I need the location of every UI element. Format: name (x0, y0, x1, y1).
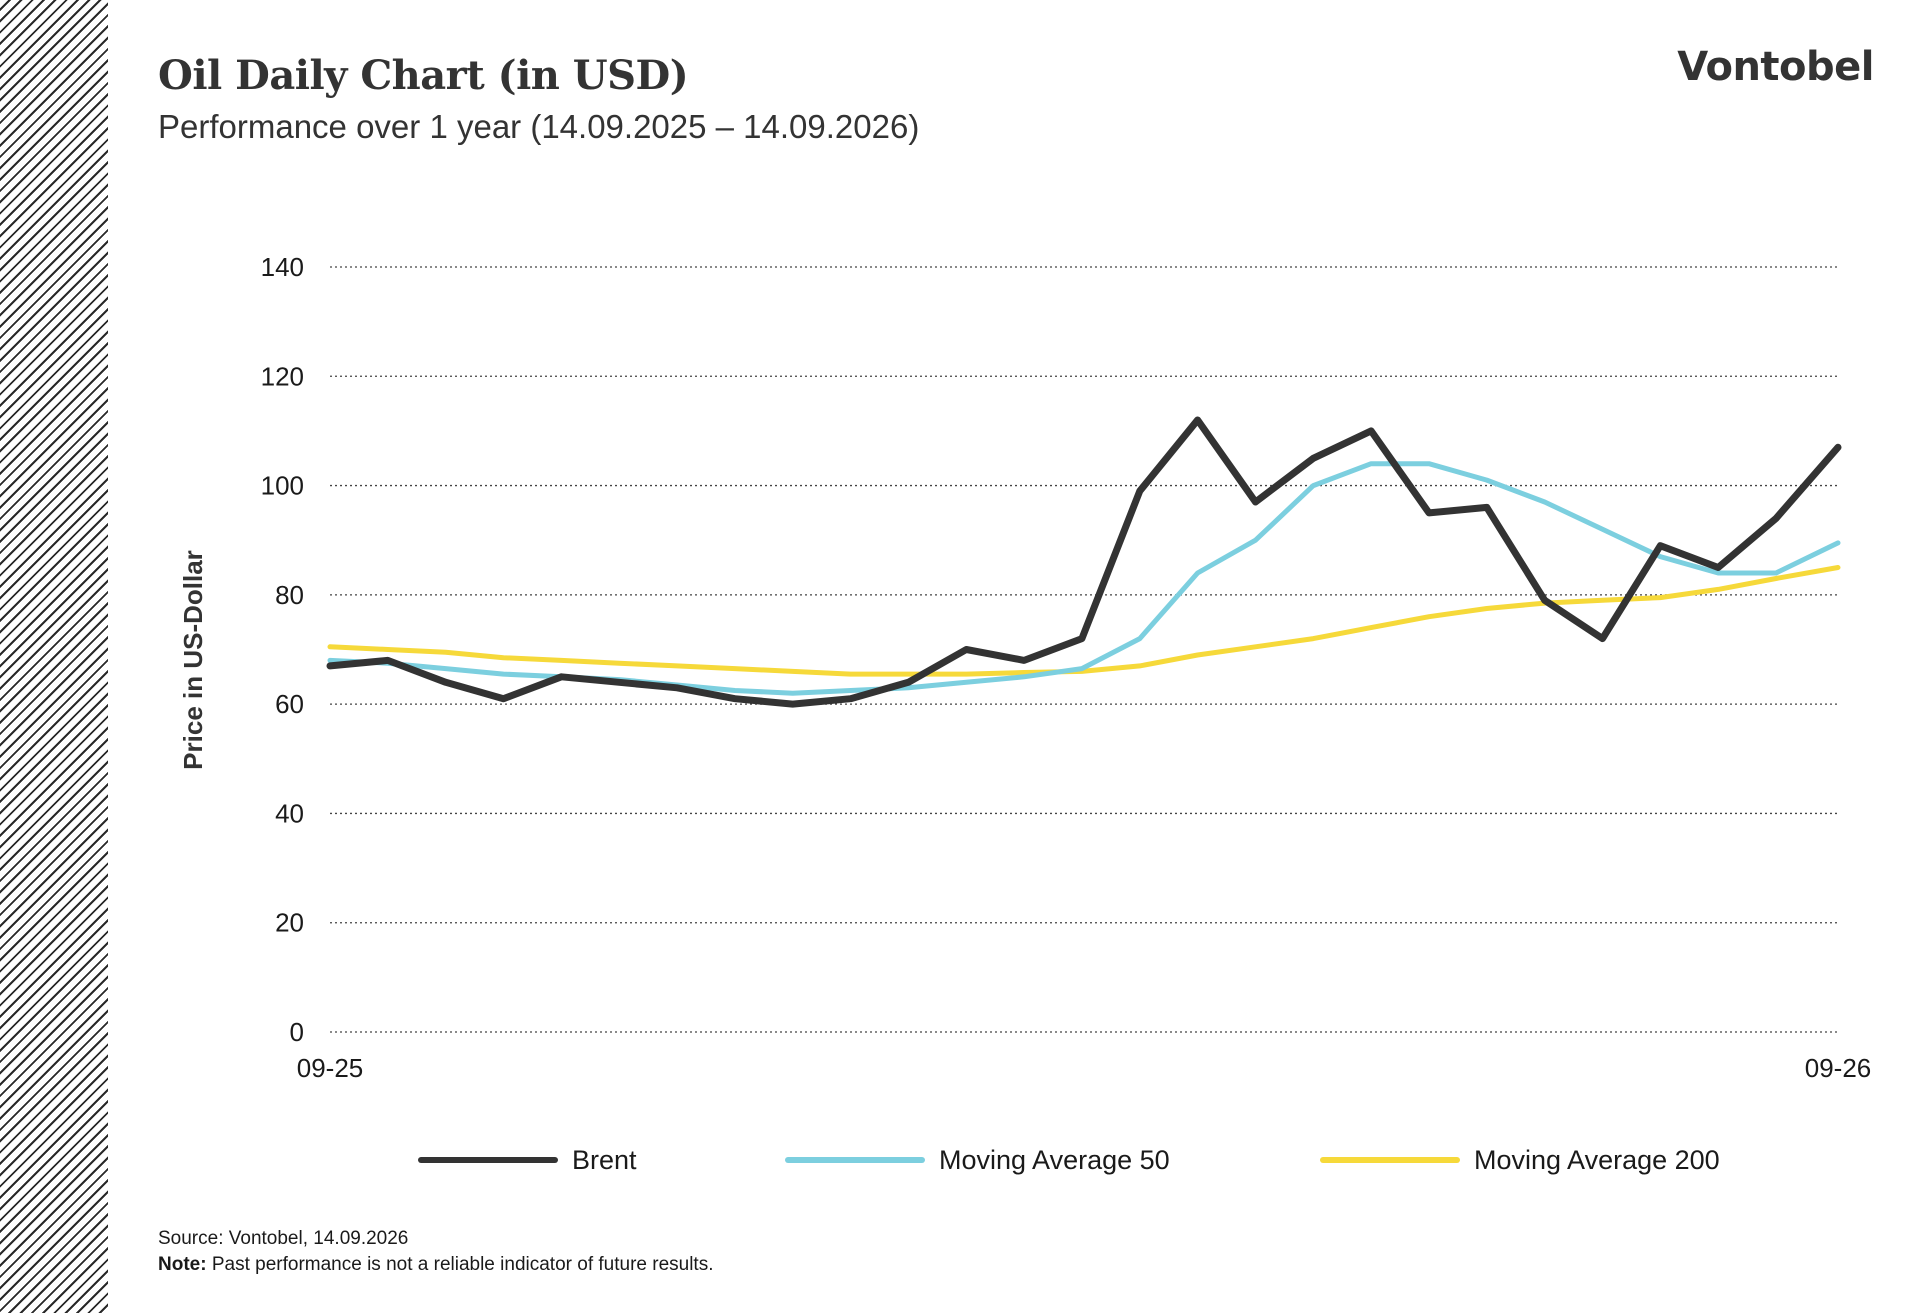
chart-subtitle: Performance over 1 year (14.09.2025 – 14… (158, 108, 920, 145)
hatched-side-stripe (0, 0, 108, 1313)
brand-logo: Vontobel (1677, 44, 1874, 90)
legend-item-ma200: Moving Average 200 (1320, 1135, 1720, 1185)
y-tick-label: 120 (261, 361, 304, 391)
legend-swatch-ma50 (785, 1157, 925, 1163)
legend-swatch-brent (418, 1157, 558, 1163)
note-text: Past performance is not a reliable indic… (211, 1254, 714, 1275)
x-tick-label: 09-26 (1805, 1053, 1872, 1083)
y-axis-tick-labels: 0 20 40 60 80 100 120 140 (261, 252, 304, 1047)
y-tick-label: 140 (261, 252, 304, 282)
y-tick-label: 100 (261, 471, 304, 501)
series-line-brent (326, 416, 1842, 708)
legend-swatch-ma200 (1320, 1157, 1460, 1163)
legend-label-brent: Brent (572, 1144, 637, 1175)
series-layer (326, 416, 1842, 708)
chart-title: Oil Daily Chart (in USD) (158, 52, 689, 99)
x-tick-label: 09-25 (297, 1053, 364, 1083)
x-axis-tick-labels: 09-25 09-26 (297, 1053, 1872, 1083)
source-text: Source: Vontobel, 14.09.2026 (158, 1228, 409, 1249)
series-line-ma200 (327, 565, 1841, 677)
note-label: Note: (158, 1254, 207, 1275)
y-tick-label: 40 (275, 798, 304, 828)
y-tick-label: 80 (275, 580, 304, 610)
y-axis-label: Price in US-Dollar (178, 550, 208, 770)
chart-legend: Brent Moving Average 50 Moving Average 2… (410, 1135, 1810, 1185)
disclaimer-note: Note: Past performance is not a reliable… (158, 1254, 713, 1276)
legend-item-ma50: Moving Average 50 (785, 1135, 1170, 1185)
legend-label-ma50: Moving Average 50 (939, 1144, 1170, 1175)
y-tick-label: 60 (275, 689, 304, 719)
legend-item-brent: Brent (418, 1135, 637, 1185)
y-tick-label: 20 (275, 908, 304, 938)
legend-label-ma200: Moving Average 200 (1474, 1144, 1720, 1175)
y-tick-label: 0 (290, 1017, 304, 1047)
grid-layer (330, 266, 1838, 1033)
